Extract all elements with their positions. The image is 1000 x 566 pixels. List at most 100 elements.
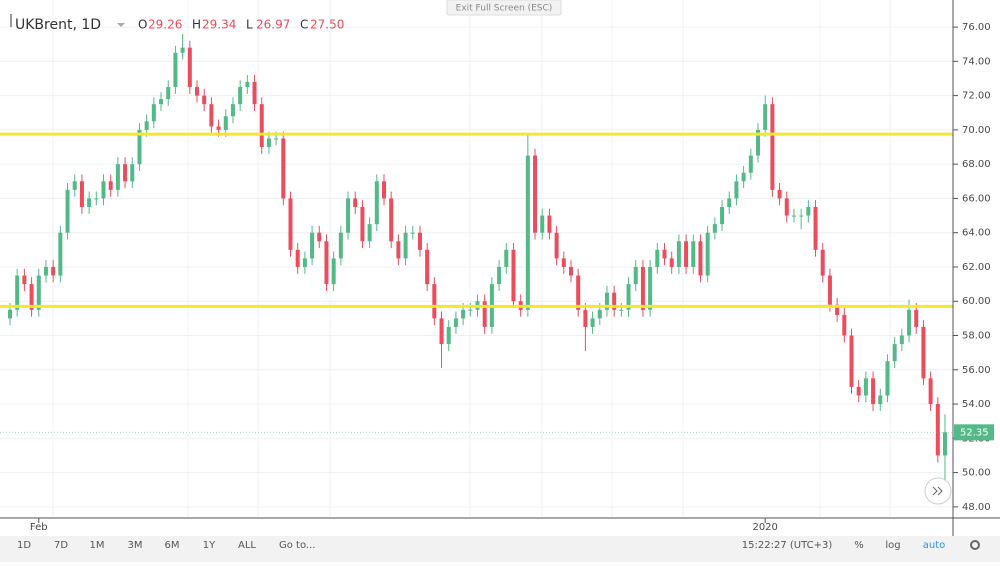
- candle-body: [209, 104, 214, 127]
- candle-body: [597, 309, 602, 319]
- candle-body: [540, 215, 545, 233]
- candle-body: [173, 52, 178, 88]
- range-button[interactable]: 1M: [90, 540, 105, 551]
- candle-body: [604, 292, 609, 310]
- candle-body: [324, 241, 329, 285]
- candle-body: [684, 241, 689, 267]
- candle-body: [468, 309, 473, 311]
- candle-body: [151, 104, 156, 122]
- goto-button[interactable]: Go to...: [279, 540, 315, 551]
- candle-body: [662, 249, 667, 259]
- plot: [0, 26, 953, 508]
- y-tick-label: 50.00: [962, 468, 991, 479]
- toolbar-items: 1D 7D 1M 3M 6M 1Y ALL Go to...: [17, 540, 315, 551]
- y-tick-label: 60.00: [962, 296, 991, 307]
- candle-body: [453, 318, 458, 327]
- ohlc-value: 29.34: [202, 18, 236, 32]
- candle-body: [374, 181, 379, 225]
- candle-body: [115, 164, 120, 190]
- candle-body: [813, 206, 818, 250]
- candle-body: [619, 309, 624, 311]
- candle-body: [137, 129, 142, 165]
- candle-body: [691, 241, 696, 267]
- range-button[interactable]: 1Y: [203, 540, 216, 551]
- symbol-dropdown[interactable]: [117, 23, 125, 27]
- y-tick-label: 62.00: [962, 262, 991, 273]
- percent-toggle[interactable]: %: [854, 540, 864, 551]
- x-tick-label: Feb: [30, 522, 48, 533]
- y-tick-label: 72.00: [962, 91, 991, 102]
- candle-body: [367, 224, 372, 242]
- candle-body: [892, 344, 897, 362]
- candle-body: [331, 258, 336, 285]
- candle-body: [511, 249, 516, 302]
- y-tick-label: 70.00: [962, 125, 991, 136]
- candle-body: [576, 275, 581, 310]
- candle-body: [396, 241, 401, 259]
- candle-body: [417, 232, 422, 250]
- range-button[interactable]: 7D: [54, 540, 68, 551]
- ohlc-value: 29.26: [148, 18, 182, 32]
- clock: 15:22:27 (UTC+3): [742, 540, 833, 551]
- candle-body: [159, 99, 164, 105]
- ohlc-legend: O 29.26 H 29.34 L 26.97 C 27.50: [138, 18, 344, 32]
- exit-fullscreen-label[interactable]: Exit Full Screen (ESC): [456, 4, 553, 14]
- candle-body: [108, 181, 113, 190]
- candle-body: [835, 304, 840, 315]
- candle-body: [640, 266, 645, 310]
- auto-toggle[interactable]: auto: [923, 540, 946, 551]
- candle-body: [727, 198, 732, 207]
- candle-body: [58, 232, 63, 276]
- candle-body: [446, 326, 451, 345]
- candle-body: [799, 215, 804, 217]
- candle-body: [274, 138, 279, 140]
- candle-body: [806, 206, 811, 216]
- drag-handle: [10, 14, 12, 27]
- range-button[interactable]: ALL: [238, 540, 256, 551]
- candle-body: [144, 121, 149, 130]
- candle-body: [583, 309, 588, 327]
- candle-body: [180, 47, 185, 53]
- candle-body: [784, 198, 789, 216]
- candle-body: [770, 104, 775, 190]
- candle-body: [202, 95, 207, 105]
- candle-body: [360, 206, 365, 242]
- last-price-label: 52.35: [960, 427, 989, 438]
- scroll-button[interactable]: [924, 477, 952, 505]
- symbol-title[interactable]: UKBrent, 1D: [15, 17, 101, 33]
- candle-body: [252, 81, 257, 105]
- candle-body: [849, 335, 854, 387]
- candle-body: [94, 198, 99, 200]
- candle-body: [748, 155, 753, 173]
- ohlc-key: H: [192, 18, 201, 32]
- candle-body: [935, 404, 940, 456]
- candle-body: [533, 155, 538, 233]
- candle-body: [51, 266, 56, 276]
- candle-body: [187, 47, 192, 88]
- candle-body: [29, 284, 34, 310]
- candle-body: [497, 266, 502, 285]
- candle-body: [820, 249, 825, 276]
- range-button[interactable]: 3M: [128, 540, 143, 551]
- candle-body: [461, 309, 466, 319]
- candle-body: [669, 258, 674, 267]
- candle-body: [65, 189, 70, 233]
- exit-fullscreen[interactable]: [446, 0, 562, 16]
- candle-body: [763, 104, 768, 130]
- y-tick-label: 76.00: [962, 22, 991, 33]
- candle-body: [525, 155, 530, 310]
- candle-body: [914, 309, 919, 327]
- candle-body: [756, 129, 760, 156]
- ohlc-key: O: [138, 18, 147, 32]
- log-toggle[interactable]: log: [885, 540, 900, 551]
- range-button[interactable]: 6M: [165, 540, 180, 551]
- range-button[interactable]: 1D: [17, 540, 31, 551]
- candle-body: [317, 232, 322, 242]
- ohlc-key: L: [246, 18, 253, 32]
- settings-icon[interactable]: [970, 540, 980, 550]
- candle-body: [8, 309, 12, 319]
- candle-body: [238, 87, 243, 105]
- candle-body: [166, 87, 171, 100]
- candle-body: [123, 164, 128, 182]
